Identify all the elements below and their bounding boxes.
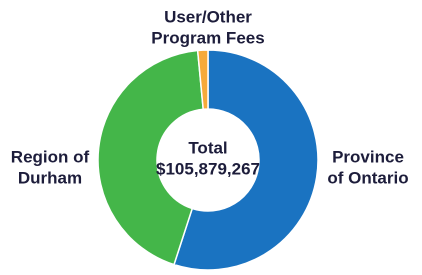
center-label: $105,879,267 xyxy=(156,159,260,178)
slice-label: User/Other xyxy=(164,7,252,26)
donut-slice xyxy=(173,49,319,271)
slice-label: Province xyxy=(332,147,404,166)
donut-slice xyxy=(196,49,209,111)
slice-label: Durham xyxy=(18,168,82,187)
center-label: Total xyxy=(188,138,227,157)
slice-label: Program Fees xyxy=(151,28,264,47)
slice-label: of Ontario xyxy=(327,168,408,187)
donut-slice xyxy=(97,49,205,266)
slice-label: Region of xyxy=(11,147,90,166)
